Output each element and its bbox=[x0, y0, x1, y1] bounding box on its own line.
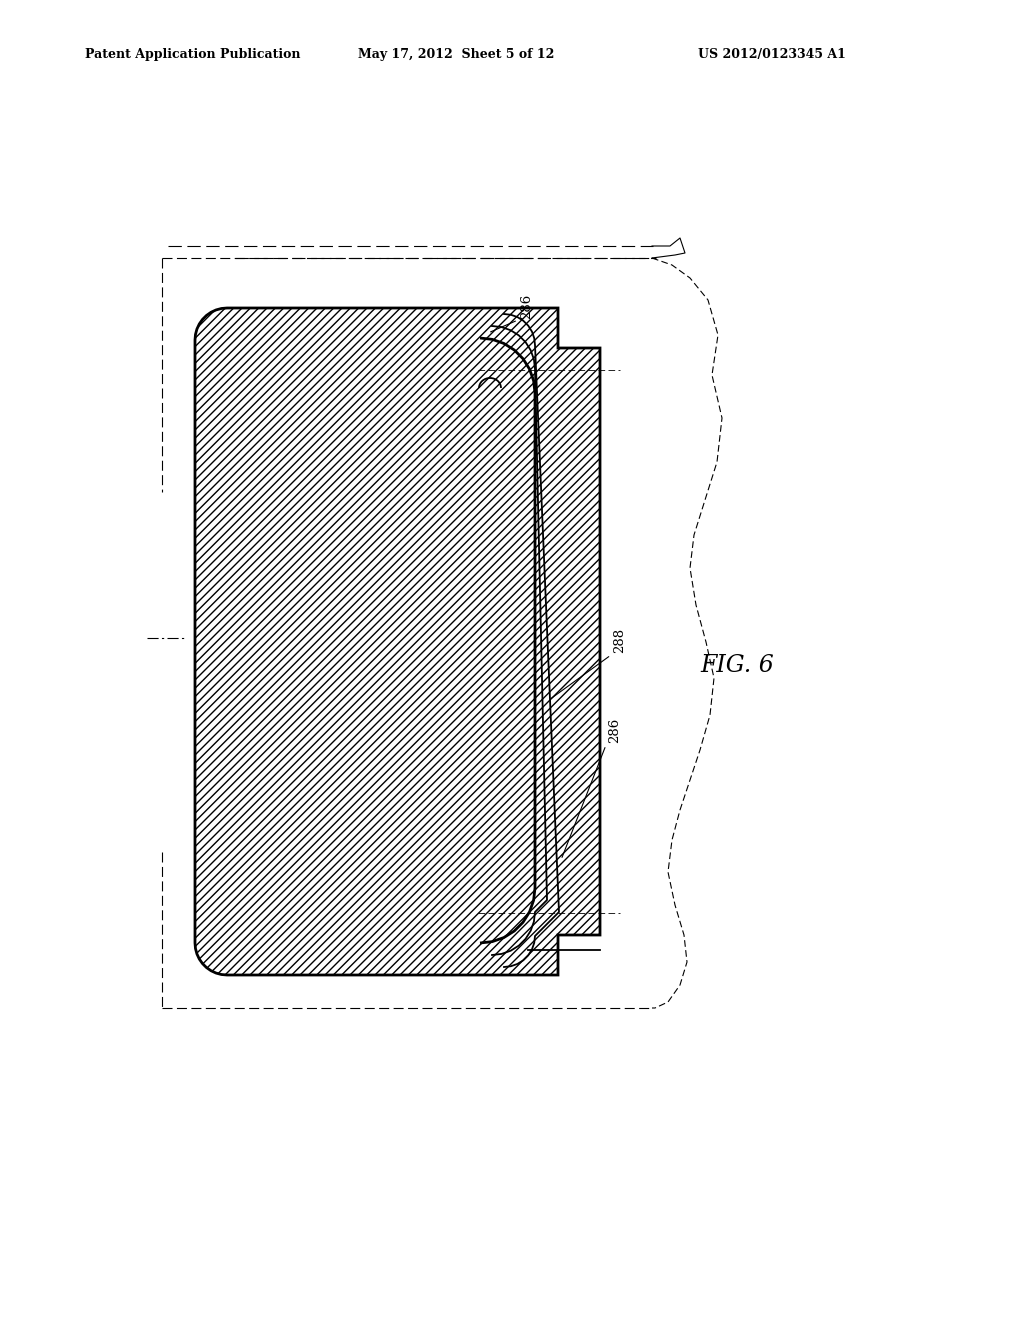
Text: US 2012/0123345 A1: US 2012/0123345 A1 bbox=[698, 48, 846, 61]
Text: 286: 286 bbox=[608, 718, 621, 743]
Text: FIG. 6: FIG. 6 bbox=[700, 653, 774, 677]
Text: Patent Application Publication: Patent Application Publication bbox=[85, 48, 300, 61]
Text: 288: 288 bbox=[613, 628, 626, 653]
Text: 286: 286 bbox=[520, 294, 534, 319]
Text: May 17, 2012  Sheet 5 of 12: May 17, 2012 Sheet 5 of 12 bbox=[358, 48, 554, 61]
